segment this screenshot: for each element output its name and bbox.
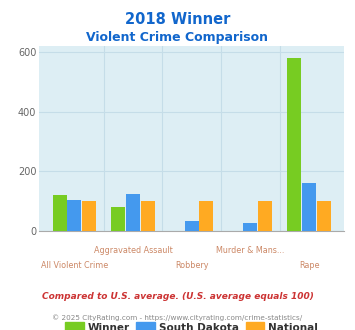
Text: © 2025 CityRating.com - https://www.cityrating.com/crime-statistics/: © 2025 CityRating.com - https://www.city…: [53, 314, 302, 321]
Bar: [67, 200, 81, 231]
Bar: [126, 194, 140, 231]
Text: Rape: Rape: [299, 261, 320, 270]
Text: Robbery: Robbery: [175, 261, 208, 270]
Bar: [111, 207, 125, 231]
Bar: [302, 183, 316, 231]
Bar: [258, 201, 272, 231]
Bar: [288, 58, 301, 231]
Text: All Violent Crime: All Violent Crime: [41, 261, 108, 270]
Text: Murder & Mans...: Murder & Mans...: [216, 246, 285, 255]
Text: Aggravated Assault: Aggravated Assault: [94, 246, 173, 255]
Bar: [200, 201, 213, 231]
Bar: [244, 223, 257, 231]
Text: Compared to U.S. average. (U.S. average equals 100): Compared to U.S. average. (U.S. average …: [42, 292, 313, 301]
Text: Violent Crime Comparison: Violent Crime Comparison: [87, 31, 268, 44]
Bar: [141, 201, 155, 231]
Bar: [317, 201, 331, 231]
Bar: [82, 201, 96, 231]
Text: 2018 Winner: 2018 Winner: [125, 12, 230, 26]
Bar: [53, 195, 67, 231]
Bar: [185, 220, 199, 231]
Legend: Winner, South Dakota, National: Winner, South Dakota, National: [61, 318, 322, 330]
